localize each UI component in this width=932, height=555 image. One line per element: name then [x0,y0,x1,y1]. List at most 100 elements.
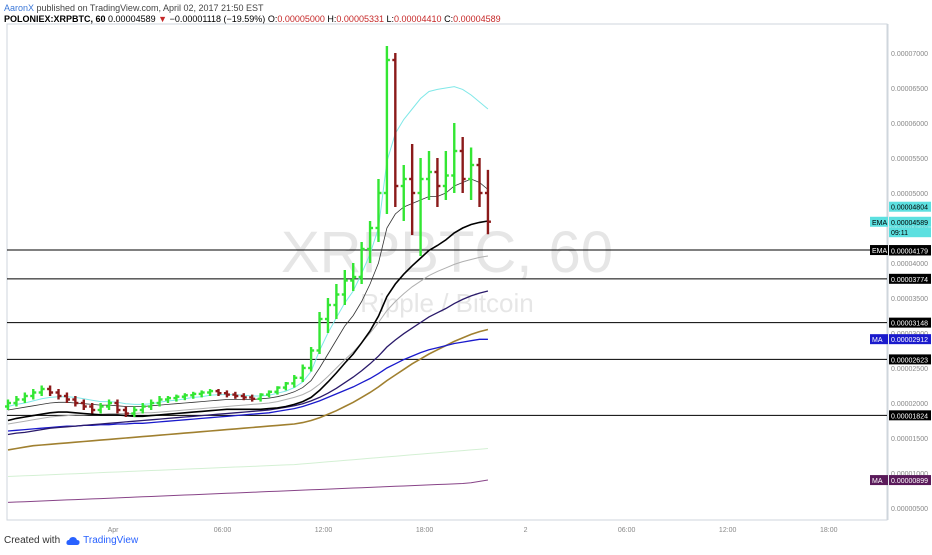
candle [106,399,113,410]
candle [80,399,87,410]
candle [198,390,205,398]
candle [434,158,441,207]
price-tick-label: 0.00002500 [891,366,928,373]
time-tick-label: 06:00 [618,527,636,534]
price-tick-label: 0.00000500 [891,506,928,513]
candle [190,391,197,399]
candle [63,392,70,403]
price-label-prefix: MA [872,478,883,485]
candle [131,406,138,417]
candle [122,406,129,417]
price-label-prefix-box [870,216,888,227]
time-tick-label: 12:00 [719,527,737,534]
candle [215,389,222,396]
down-arrow-icon: ▼ [158,14,168,24]
high-label: H: [327,14,337,24]
indicator-line-ma-purple [7,479,489,503]
candle [148,399,155,410]
price-label: 0.00002912 MA [870,334,931,345]
candle [266,390,273,398]
price-label-text: 0.00003774 [891,277,928,284]
indicator-line-ma-blue [7,338,488,432]
candle [38,385,45,396]
price-labels: 0.000048040.00004589EMA09:110.00004185EM… [870,201,931,486]
price-label-box [889,410,931,421]
candle [21,392,28,403]
price-label-text: 0.00001824 [891,413,928,420]
indicator-line-ema-cyan [7,86,489,407]
published-text: published on TradingView.com, April 02, … [34,3,264,13]
price-tick-label: 0.00005000 [891,191,928,198]
price-label-text: 0.00004179 [891,248,928,255]
price-tick-label: 0.00001000 [891,471,928,478]
candle [72,396,79,407]
price-label-box [889,227,931,238]
candle [459,137,466,193]
price-label: 0.00004804 [889,201,931,212]
candle [308,347,315,372]
price-label-prefix-box [870,475,888,486]
open-label: O: [267,14,278,24]
price-label-prefix: EMA [872,248,888,255]
candle [156,396,163,407]
price-label-text: 0.00003148 [891,321,928,328]
brand-label: TradingView [83,535,139,546]
created-with-text: Created with [4,535,61,546]
symbol-label: POLONIEX:XRPBTC, 60 [4,14,106,24]
tradingview-brand[interactable]: TradingView [66,535,138,546]
indicator-lines [7,86,489,503]
indicator-line-ma-dark-blue [7,290,489,436]
plot-frame [6,23,888,521]
candle [240,393,247,401]
candle [139,403,146,414]
price-label-box [889,475,931,486]
candle [400,165,407,221]
candle [223,390,230,398]
price-label: 0.00003148 [889,317,931,328]
price-label-text: 0.00000899 [891,478,928,485]
candle [316,312,323,354]
price-tick-label: 0.00001500 [891,436,928,443]
candle [451,123,458,193]
close-label: C: [444,14,454,24]
price-tick-label: 0.00003500 [891,296,928,303]
price-label-text: 09:11 [891,230,908,237]
candle [367,221,374,263]
time-axis-ticks: Apr 06:00 12:00 18:00 2 06:00 12:00 18:00 [108,527,838,534]
candle [333,284,340,319]
indicator-line-ma-gold [7,328,489,451]
watermark-title: XRPBTC, 60 [281,220,613,285]
ohlc-bar: POLONIEX:XRPBTC, 60 0.00004589 ▼ −0.0000… [4,13,501,25]
candle [114,399,121,414]
time-tick-label: 06:00 [214,527,232,534]
candle [97,403,104,414]
candle [409,144,416,235]
price-tick-label: 0.00004000 [891,261,928,268]
candle [291,375,298,388]
candle [30,389,37,400]
price-tick-label: 0.00006000 [891,121,928,128]
price-label: 0.00003774 [889,273,931,284]
candle [476,158,483,207]
last-price: 0.00004589 [108,14,156,24]
candles [5,46,491,417]
candle [358,242,365,284]
price-label-box [889,245,931,256]
price-label-box [889,354,931,365]
author-link[interactable]: AaronX [4,3,35,13]
price-tick-label: 0.00005500 [891,156,928,163]
time-tick-label: 2 [524,527,528,534]
price-label-text: 0.00004589 [891,220,928,227]
candle [257,393,264,402]
low-label: L: [386,14,395,24]
candle [468,147,475,200]
candle [442,151,449,200]
price-tick-label: 0.00002000 [891,401,928,408]
footer: Created with TradingView [4,535,138,546]
candle [5,399,11,410]
time-tick-label: 18:00 [820,527,838,534]
price-label: 0.00001824 [889,410,931,421]
candle [426,151,432,200]
